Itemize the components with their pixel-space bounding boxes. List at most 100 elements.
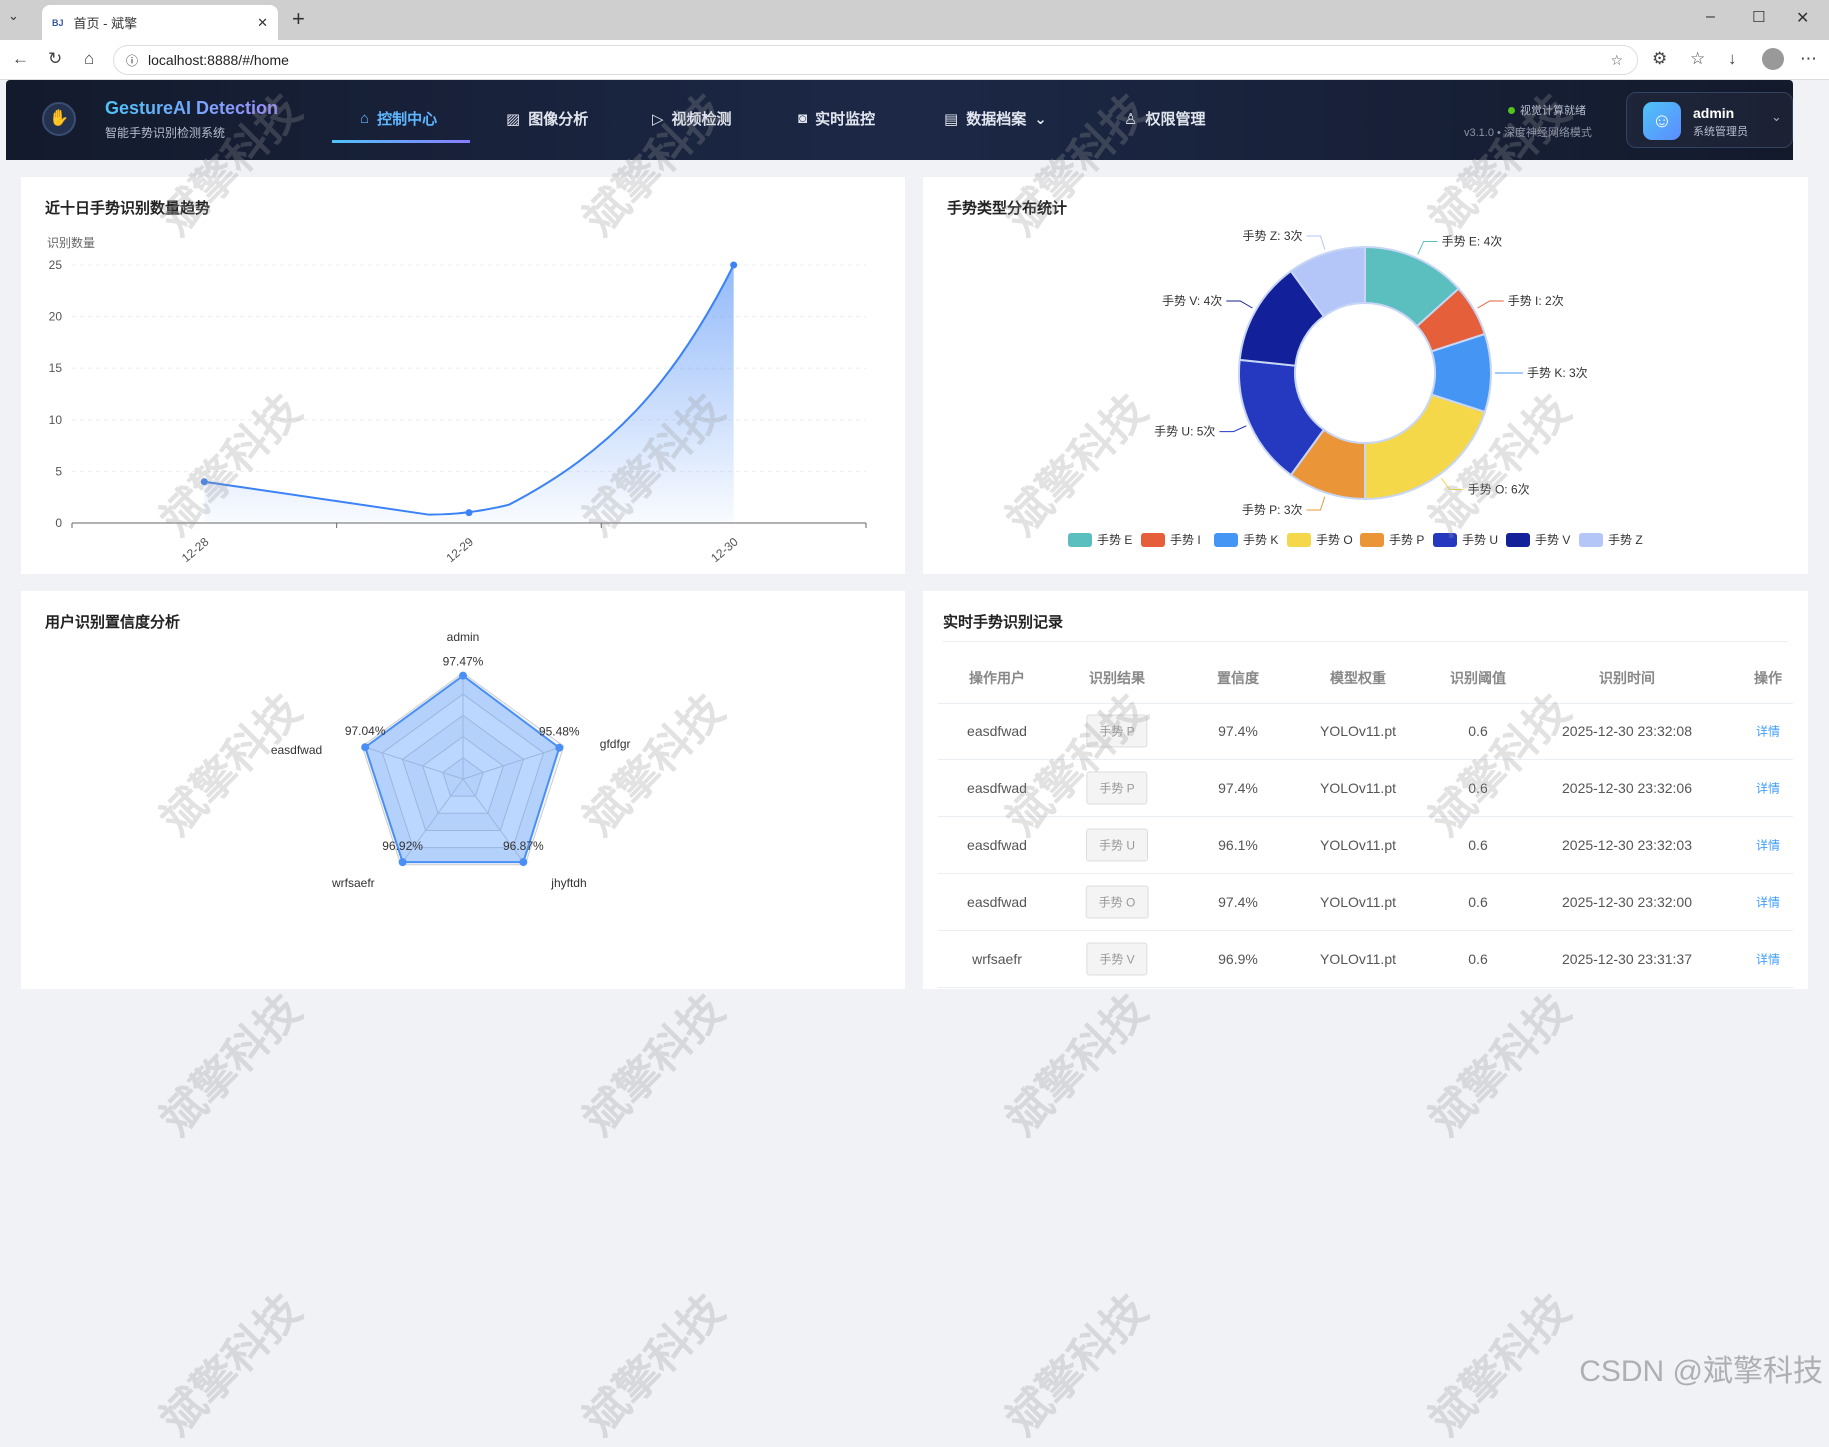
table-cell: 96.1% xyxy=(1218,837,1258,853)
nav-item-image-analysis[interactable]: ▨ 图像分析 xyxy=(506,108,588,129)
confidence-radar-card: 用户识别置信度分析 97.47% admin 95.48% gfdfgr 96.87% j… xyxy=(21,591,905,989)
table-cell: 0.6 xyxy=(1468,780,1488,796)
card-title: 手势类型分布统计 xyxy=(947,200,1068,217)
table-cell: 97.4% xyxy=(1218,780,1258,796)
watermark-text: 斌擎科技 xyxy=(574,1285,734,1445)
app-subtitle: 智能手势识别检测系统 xyxy=(105,126,226,140)
radar-point xyxy=(361,743,370,752)
legend-label: 手势 U xyxy=(1462,533,1498,547)
watermark-text: 斌擎科技 xyxy=(151,1285,311,1445)
nav-label: 视频检测 xyxy=(671,111,732,128)
column-header: 操作用户 xyxy=(969,670,1025,686)
legend-label: 手势 K xyxy=(1243,533,1278,547)
nav-label: 实时监控 xyxy=(815,111,876,128)
legend-label: 手势 E xyxy=(1097,533,1132,547)
table-cell: 97.4% xyxy=(1218,894,1258,910)
legend-swatch xyxy=(1506,533,1530,547)
more-icon[interactable]: ⋯ xyxy=(1800,49,1817,68)
details-link[interactable]: 详情 xyxy=(1755,952,1781,967)
column-header: 操作 xyxy=(1754,670,1782,686)
table-cell: 2025-12-30 23:32:03 xyxy=(1562,837,1692,853)
nav-item-video-detection[interactable]: ▷ 视频检测 xyxy=(652,108,732,129)
slice-label: 手势 I: 2次 xyxy=(1508,294,1564,308)
confidence-radar-chart: 97.47% admin 95.48% gfdfgr 96.87% jhyftdh 96.9… xyxy=(271,630,631,890)
home-icon[interactable]: ⌂ xyxy=(84,49,95,68)
profile-avatar[interactable] xyxy=(1762,48,1784,70)
slice-label: 手势 U: 5次 xyxy=(1154,425,1215,439)
table-cell: 0.6 xyxy=(1468,951,1488,967)
nav-item-permissions[interactable]: ♙ 权限管理 xyxy=(1124,108,1205,129)
close-window-icon[interactable]: ✕ xyxy=(1796,10,1810,27)
camera-icon: ◙ xyxy=(798,110,808,127)
area-fill xyxy=(204,265,734,523)
tab-list-chevron-icon[interactable]: ⌄ xyxy=(8,8,19,23)
new-tab-icon[interactable]: + xyxy=(292,6,305,31)
chevron-down-icon: ⌄ xyxy=(1771,109,1782,124)
label-line xyxy=(1306,235,1326,250)
watermark-text: 斌擎科技 xyxy=(1420,985,1580,1145)
status-dot-icon xyxy=(1508,106,1515,114)
minimize-icon[interactable]: – xyxy=(1706,8,1715,25)
radar-point xyxy=(519,858,528,867)
details-link[interactable]: 详情 xyxy=(1755,838,1781,853)
watermark-text: 斌擎科技 xyxy=(151,985,311,1145)
url-input[interactable]: ⓘ localhost:8888/#/home ☆ xyxy=(113,45,1638,75)
column-header: 置信度 xyxy=(1217,670,1259,686)
radar-axis xyxy=(462,745,564,780)
legend-label: 手势 O xyxy=(1316,533,1353,547)
nav-item-realtime-monitor[interactable]: ◙ 实时监控 xyxy=(798,108,875,129)
radar-indicator-label: gfdfgr xyxy=(600,737,631,751)
extensions-icon[interactable]: ⚙ xyxy=(1652,49,1668,68)
divider xyxy=(943,641,1788,642)
star-icon[interactable]: ☆ xyxy=(1610,51,1623,68)
trend-chart-card: 近十日手势识别数量趋势 识别数量 0 5 10 15 20 25 12-28 12-29 12-3… xyxy=(21,177,905,574)
label-line xyxy=(1477,300,1504,309)
download-icon[interactable]: ↓ xyxy=(1728,49,1737,68)
column-header: 识别时间 xyxy=(1599,670,1655,686)
status-text: 视觉计算就绪 xyxy=(1520,105,1586,117)
radar-point xyxy=(555,743,564,752)
document-icon: ▤ xyxy=(944,110,959,128)
y-tick-label: 5 xyxy=(55,464,62,478)
radar-indicator-label: easdfwad xyxy=(271,743,322,757)
card-title: 用户识别置信度分析 xyxy=(45,614,181,631)
nav-item-dashboard[interactable]: ⌂ 控制中心 xyxy=(360,108,437,129)
tab-title: 首页 - 斌擎 xyxy=(73,16,138,31)
x-tick-label: 12-29 xyxy=(444,534,477,565)
y-tick-label: 25 xyxy=(49,258,63,272)
card-title: 近十日手势识别数量趋势 xyxy=(45,200,211,217)
browser-tab[interactable]: BJ 首页 - 斌擎 ✕ xyxy=(42,5,278,40)
legend-swatch xyxy=(1214,533,1238,547)
table-cell: wrfsaefr xyxy=(972,951,1022,967)
radar-axis xyxy=(362,745,464,780)
details-link[interactable]: 详情 xyxy=(1755,895,1781,910)
user-menu[interactable]: ☺ admin 系统管理员 ⌄ xyxy=(1626,92,1793,148)
watermark-text: 斌擎科技 xyxy=(574,985,734,1145)
nav-label: 数据档案 xyxy=(966,111,1027,128)
favorites-icon[interactable]: ☆ xyxy=(1690,49,1706,68)
table-cell: YOLOv11.pt xyxy=(1319,780,1397,796)
user-name: admin xyxy=(1693,105,1735,121)
details-link[interactable]: 详情 xyxy=(1755,724,1781,739)
back-icon[interactable]: ← xyxy=(12,49,29,68)
legend-swatch xyxy=(1068,533,1092,547)
details-link[interactable]: 详情 xyxy=(1755,781,1781,796)
image-icon: ▨ xyxy=(506,110,521,128)
row-divider xyxy=(938,816,1793,817)
nav-item-data-archive[interactable]: ▤ 数据档案 ⌄ xyxy=(944,108,1047,129)
avatar-icon: ☺ xyxy=(1643,102,1681,140)
radar-point xyxy=(398,858,407,867)
maximize-icon[interactable]: ☐ xyxy=(1752,9,1766,26)
reload-icon[interactable]: ↻ xyxy=(48,49,63,68)
slice-label: 手势 V: 4次 xyxy=(1162,294,1222,308)
table-cell: easdfwad xyxy=(967,723,1027,739)
close-tab-icon[interactable]: ✕ xyxy=(257,14,268,30)
radar-axis xyxy=(462,778,526,866)
browser-tab-bar: ⌄ BJ 首页 - 斌擎 ✕ + – ☐ ✕ xyxy=(0,0,1829,40)
legend-label: 手势 P xyxy=(1389,533,1424,547)
table-cell: 2025-12-30 23:32:00 xyxy=(1562,894,1692,910)
label-line xyxy=(1226,300,1253,309)
info-icon: ⓘ xyxy=(126,53,139,68)
y-tick-label: 0 xyxy=(55,516,62,530)
